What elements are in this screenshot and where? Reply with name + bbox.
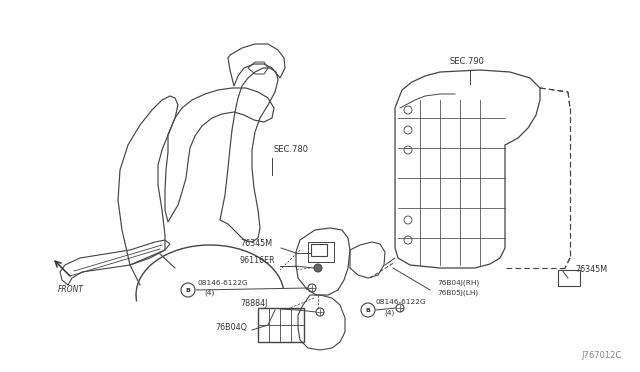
Bar [258,308,304,342]
Bar [311,244,327,256]
Text: 78884J: 78884J [240,299,268,308]
Text: FRONT: FRONT [58,285,84,294]
Text: SEC.780: SEC.780 [274,145,309,154]
Text: SEC.790: SEC.790 [450,57,485,66]
Text: (4): (4) [204,290,214,296]
Text: B: B [186,288,191,292]
Text: 76345M: 76345M [240,239,272,248]
Bar [308,242,334,262]
Circle shape [314,264,322,272]
Text: 76B05J(LH): 76B05J(LH) [437,290,478,296]
Text: 96116ER: 96116ER [240,256,276,265]
Text: 08146-6122G: 08146-6122G [197,280,248,286]
Text: 76345M: 76345M [575,265,607,274]
Text: (4): (4) [384,309,394,315]
Text: 76B04Q: 76B04Q [215,323,247,332]
Text: B: B [365,308,371,312]
Text: 76B04J(RH): 76B04J(RH) [437,280,479,286]
Bar [558,270,580,286]
Text: 08146-6122G: 08146-6122G [376,299,427,305]
Text: J767012C: J767012C [582,351,622,360]
